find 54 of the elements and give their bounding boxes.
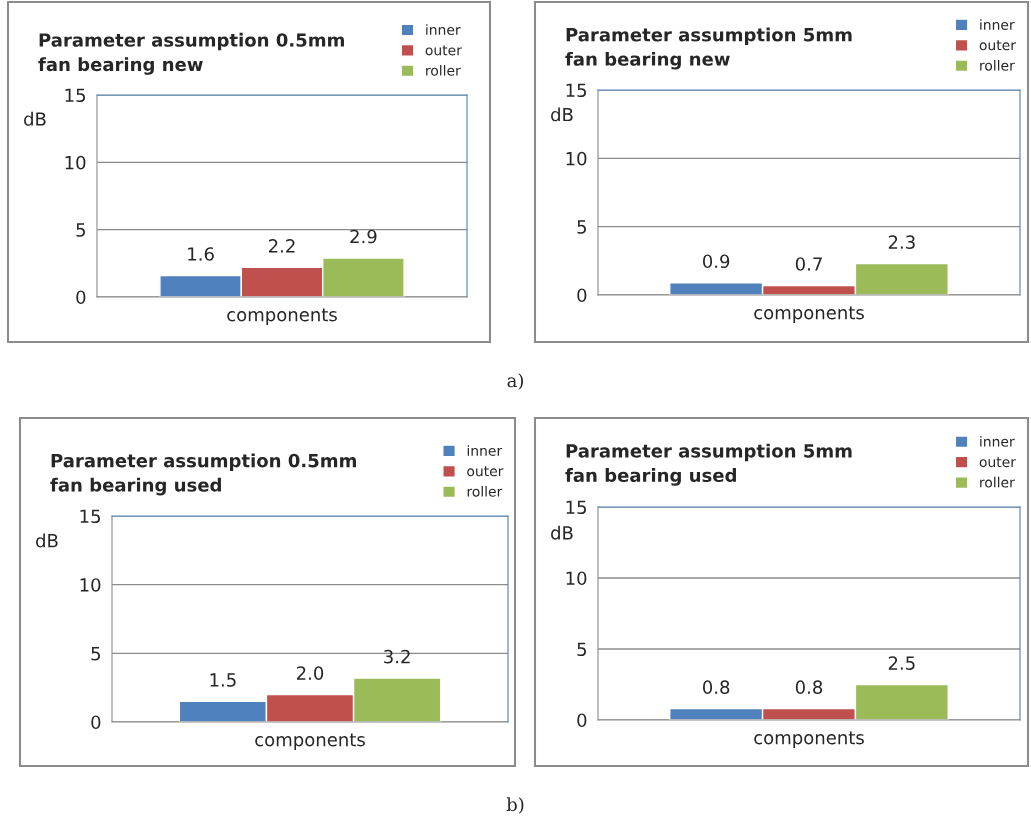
data-label: 1.6 (188, 247, 214, 261)
data-label: 2.9 (350, 229, 377, 244)
chart-title: Parameter assumption 0.5mm fan bearing used (50, 453, 356, 496)
y-tick-label: 0 (91, 715, 101, 730)
data-label: 2.0 (296, 666, 324, 680)
y-tick-label: 15 (65, 88, 86, 103)
legend-label: inner (980, 19, 1015, 30)
chart-title: Parameter assumption 5mm fan bearing used (565, 443, 852, 486)
data-label: 0.8 (795, 680, 823, 695)
data-label: 2.3 (888, 235, 915, 249)
x-axis-title: components (754, 731, 864, 748)
chart-title: Parameter assumption 5mm fan bearing new (565, 27, 852, 70)
legend-label: outer (979, 40, 1016, 51)
data-label: 2.5 (888, 656, 915, 670)
data-label: 0.7 (795, 257, 822, 271)
y-tick-label: 0 (76, 290, 86, 305)
legend-label: roller (980, 59, 1015, 71)
y-tick-label: 5 (91, 647, 101, 661)
x-axis-title: components (754, 306, 864, 323)
y-tick-label: 0 (577, 713, 587, 728)
x-axis-title: components (255, 733, 365, 750)
legend-label: roller (467, 485, 503, 497)
y-axis-title: dB (551, 525, 573, 540)
x-axis-title: components (227, 308, 337, 325)
y-tick-label: 15 (566, 83, 587, 98)
chart-title: Parameter assumption 0.5mm fan bearing new (38, 32, 344, 75)
y-tick-label: 5 (76, 223, 86, 237)
y-tick-label: 10 (566, 571, 587, 586)
legend-label: outer (467, 466, 504, 477)
y-tick-label: 15 (566, 500, 587, 515)
legend-label: outer (979, 457, 1016, 468)
data-label: 2.2 (268, 239, 295, 253)
data-label: 0.9 (702, 254, 730, 269)
legend-label: roller (980, 476, 1015, 488)
y-tick-label: 5 (577, 220, 587, 234)
y-axis-title: dB (24, 111, 46, 126)
legend-label: roller (426, 65, 461, 76)
y-tick-label: 10 (65, 155, 86, 170)
legend-label: outer (425, 45, 462, 56)
y-tick-label: 10 (80, 578, 101, 592)
y-tick-label: 15 (80, 509, 101, 524)
y-axis-title: dB (36, 533, 58, 548)
y-axis-title: dB (551, 107, 573, 122)
legend-label: inner (980, 436, 1015, 447)
data-label: 0.8 (702, 680, 730, 695)
legend-label: inner (467, 445, 503, 456)
y-tick-label: 5 (577, 642, 587, 657)
text: b) (506, 797, 524, 814)
y-tick-label: 10 (566, 151, 587, 166)
text: a) (507, 373, 523, 390)
data-label: 1.5 (210, 673, 236, 687)
legend-label: inner (426, 24, 461, 35)
y-tick-label: 0 (577, 288, 587, 303)
data-label: 3.2 (384, 649, 410, 664)
